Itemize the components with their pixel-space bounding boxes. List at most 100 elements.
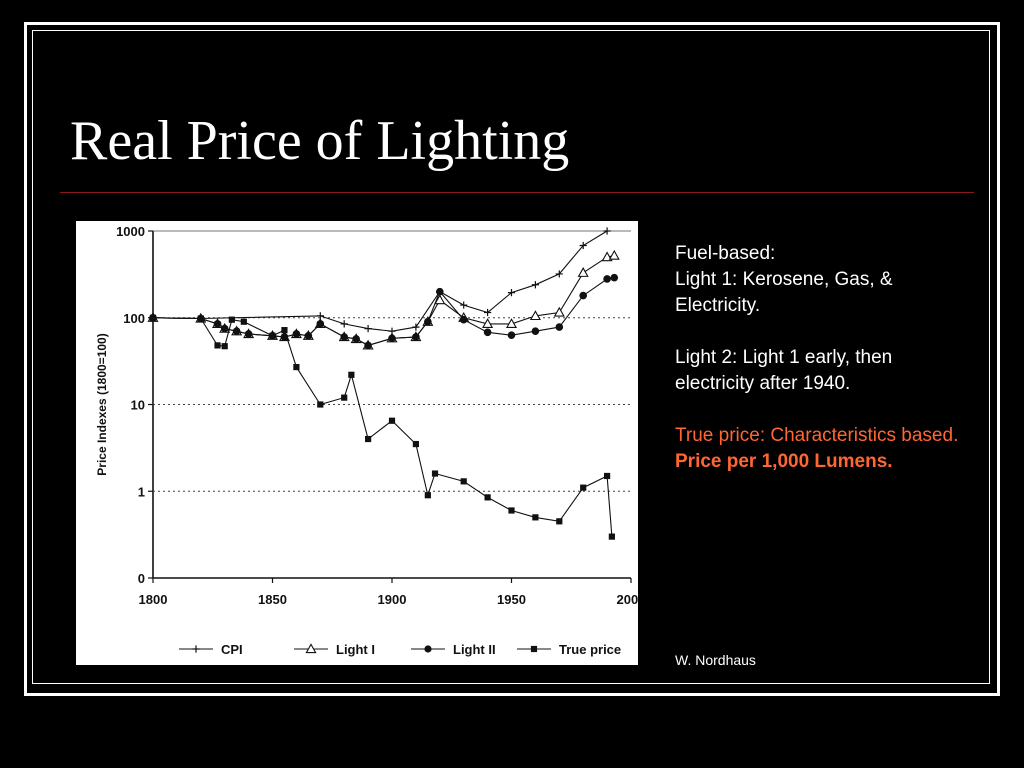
- y-tick-label: 10: [131, 398, 145, 413]
- data-point-light-ii: [220, 324, 229, 333]
- data-point-light-ii: [531, 327, 540, 335]
- legend-marker-light-i: [305, 643, 317, 654]
- data-point-true-price: [556, 518, 563, 525]
- data-point-true-price: [281, 327, 288, 334]
- y-tick-label: 1000: [116, 224, 145, 239]
- legend-marker-cpi: [192, 645, 200, 653]
- light2-note: Light 2: Light 1 early, then electricity…: [675, 347, 893, 394]
- data-point-true-price: [214, 342, 221, 349]
- data-point-light-ii: [507, 331, 516, 339]
- data-point-light-i: [505, 318, 518, 329]
- true-price-bold: Price per 1,000 Lumens.: [675, 451, 893, 472]
- notes-panel: Fuel-based: Light 1: Kerosene, Gas, & El…: [675, 241, 975, 475]
- series-line-true-price: [152, 317, 613, 537]
- data-point-light-ii: [603, 275, 611, 283]
- data-point-true-price: [424, 492, 431, 499]
- data-point-light-i: [608, 249, 620, 260]
- data-point-true-price: [508, 507, 515, 514]
- data-point-light-ii: [292, 330, 301, 338]
- data-point-true-price: [240, 318, 247, 325]
- true-price-text: True price: Characteristics based.: [675, 425, 959, 446]
- legend-marker-true-price: [530, 645, 538, 653]
- slide-inner-border: [32, 30, 990, 684]
- slide-outer-border: [24, 22, 1000, 696]
- data-point-cpi: [484, 308, 492, 317]
- light1-note: Light 1: Kerosene, Gas, & Electricity.: [675, 269, 893, 316]
- legend-marker-light-ii: [424, 645, 432, 653]
- data-point-light-ii: [352, 335, 360, 343]
- data-point-light-ii: [579, 291, 587, 300]
- x-tick-label: 1900: [378, 592, 407, 607]
- data-point-true-price: [532, 514, 539, 521]
- x-tick-label: 1800: [139, 592, 168, 607]
- data-point-cpi: [340, 320, 348, 328]
- data-point-cpi: [555, 270, 563, 278]
- data-point-cpi: [531, 281, 539, 289]
- data-point-true-price: [348, 371, 355, 378]
- legend-label-true-price: True price: [559, 642, 621, 657]
- data-point-light-ii: [424, 317, 432, 326]
- data-point-true-price: [341, 394, 348, 401]
- data-point-light-ii: [388, 334, 396, 343]
- data-point-light-i: [529, 310, 541, 321]
- credit: W. Nordhaus: [675, 652, 756, 668]
- data-point-true-price: [228, 316, 235, 323]
- y-tick-label: 1: [138, 484, 145, 499]
- data-point-true-price: [388, 417, 396, 424]
- data-point-cpi: [603, 227, 611, 235]
- data-point-light-ii: [213, 320, 222, 328]
- data-point-light-ii: [459, 315, 468, 324]
- data-point-light-ii: [610, 273, 619, 282]
- data-point-true-price: [221, 343, 228, 350]
- slide-title: Real Price of Lighting: [70, 110, 570, 172]
- data-point-light-ii: [244, 330, 253, 338]
- data-point-true-price: [608, 533, 615, 540]
- series-line-cpi: [152, 230, 608, 332]
- data-point-cpi: [412, 323, 420, 331]
- fuel-heading: Fuel-based:: [675, 243, 776, 264]
- true-price-note: True price: Characteristics based. Price…: [675, 423, 975, 475]
- data-point-true-price: [269, 332, 276, 339]
- y-tick-label: 0: [138, 571, 145, 586]
- data-point-true-price: [149, 314, 157, 321]
- data-point-light-ii: [483, 328, 492, 337]
- data-point-light-i: [434, 294, 446, 305]
- data-point-light-i: [577, 267, 589, 277]
- data-point-light-ii: [232, 327, 241, 335]
- legend-label-light-ii: Light II: [453, 642, 496, 657]
- data-point-true-price: [293, 363, 300, 371]
- y-tick-label: 100: [123, 311, 145, 326]
- data-point-light-ii: [436, 287, 444, 296]
- data-point-light-ii: [340, 333, 349, 341]
- data-point-light-i: [553, 306, 565, 317]
- data-point-true-price: [317, 401, 324, 408]
- data-point-true-price: [431, 470, 439, 477]
- data-point-cpi: [460, 301, 468, 309]
- data-point-true-price: [197, 315, 204, 322]
- legend-label-cpi: CPI: [221, 642, 243, 657]
- y-axis-label: Price Indexes (1800=100): [95, 333, 109, 475]
- data-point-true-price: [365, 435, 372, 443]
- title-divider: [60, 192, 974, 193]
- data-point-true-price: [412, 440, 419, 448]
- data-point-true-price: [604, 472, 611, 480]
- data-point-light-ii: [555, 323, 564, 331]
- x-tick-label: 1950: [497, 592, 526, 607]
- data-point-true-price: [580, 484, 587, 491]
- series-line-light-ii: [152, 277, 615, 346]
- x-tick-label: 2000: [617, 592, 638, 607]
- data-point-true-price: [484, 494, 491, 501]
- data-point-cpi: [507, 288, 516, 297]
- data-point-true-price: [460, 478, 467, 485]
- data-point-cpi: [579, 241, 587, 250]
- data-point-light-ii: [304, 331, 313, 340]
- data-point-light-ii: [412, 333, 420, 341]
- data-point-cpi: [364, 324, 372, 333]
- x-tick-label: 1850: [258, 592, 287, 607]
- chart-panel: 1000100101018001850190019502000Price Ind…: [76, 221, 638, 665]
- data-point-light-ii: [316, 320, 325, 328]
- data-point-light-ii: [364, 341, 372, 350]
- price-index-chart: 1000100101018001850190019502000Price Ind…: [95, 224, 638, 657]
- data-point-light-i: [482, 318, 494, 329]
- legend-label-light-i: Light I: [336, 642, 375, 657]
